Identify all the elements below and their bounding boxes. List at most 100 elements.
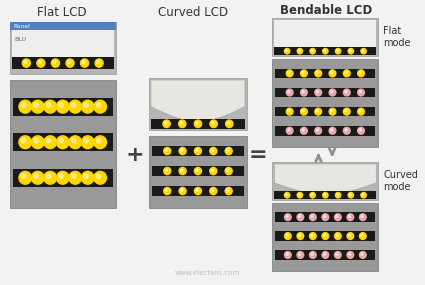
Circle shape — [286, 253, 288, 255]
Circle shape — [69, 171, 82, 184]
Circle shape — [348, 215, 351, 217]
Circle shape — [309, 252, 316, 258]
Circle shape — [286, 70, 293, 77]
Circle shape — [22, 139, 26, 143]
Circle shape — [96, 174, 101, 178]
Circle shape — [164, 147, 171, 154]
Circle shape — [297, 192, 303, 198]
Text: Curved
mode: Curved mode — [383, 170, 418, 192]
Circle shape — [284, 192, 290, 198]
Bar — [272, 203, 378, 271]
Bar — [275, 212, 375, 222]
Circle shape — [179, 147, 186, 154]
Bar — [275, 20, 376, 47]
Circle shape — [309, 214, 316, 221]
Circle shape — [315, 127, 322, 134]
Circle shape — [82, 100, 94, 113]
Circle shape — [316, 129, 319, 131]
Circle shape — [57, 171, 69, 184]
Circle shape — [359, 129, 361, 131]
Circle shape — [316, 109, 319, 112]
Circle shape — [358, 70, 364, 77]
Bar — [152, 186, 244, 196]
Bar — [12, 30, 113, 57]
Circle shape — [322, 214, 329, 221]
Circle shape — [31, 100, 44, 113]
Bar — [10, 22, 116, 30]
Circle shape — [348, 48, 354, 54]
Circle shape — [194, 147, 201, 154]
Bar — [151, 119, 245, 129]
Circle shape — [316, 71, 319, 74]
Circle shape — [227, 149, 229, 151]
Circle shape — [334, 233, 341, 239]
Circle shape — [349, 50, 351, 51]
Circle shape — [336, 215, 338, 217]
Circle shape — [225, 147, 232, 154]
Circle shape — [343, 70, 350, 77]
Circle shape — [165, 149, 167, 151]
Circle shape — [311, 215, 313, 217]
Circle shape — [179, 188, 186, 195]
Circle shape — [80, 59, 88, 67]
Circle shape — [300, 89, 307, 96]
Circle shape — [360, 233, 366, 239]
Circle shape — [34, 139, 38, 143]
Circle shape — [94, 100, 107, 113]
Circle shape — [165, 169, 167, 171]
Circle shape — [362, 50, 364, 51]
Circle shape — [181, 149, 183, 151]
Circle shape — [71, 139, 76, 143]
Circle shape — [181, 169, 183, 171]
Circle shape — [302, 129, 304, 131]
Circle shape — [165, 189, 167, 191]
Circle shape — [347, 214, 354, 221]
Circle shape — [361, 48, 366, 54]
Circle shape — [59, 103, 63, 107]
Circle shape — [323, 48, 328, 54]
Circle shape — [181, 189, 183, 191]
Circle shape — [46, 174, 51, 178]
Circle shape — [335, 48, 341, 54]
Circle shape — [194, 120, 201, 128]
Circle shape — [310, 48, 315, 54]
Circle shape — [329, 108, 336, 115]
Circle shape — [82, 136, 94, 148]
Circle shape — [298, 253, 300, 255]
Circle shape — [94, 171, 107, 184]
Circle shape — [337, 50, 338, 51]
Circle shape — [96, 103, 101, 107]
Circle shape — [286, 215, 288, 217]
Circle shape — [300, 108, 307, 115]
Circle shape — [345, 71, 347, 74]
Circle shape — [38, 61, 41, 64]
Circle shape — [300, 70, 307, 77]
Circle shape — [96, 139, 101, 143]
Bar — [275, 88, 375, 97]
Circle shape — [361, 215, 363, 217]
Circle shape — [302, 90, 304, 93]
Circle shape — [288, 109, 290, 112]
Circle shape — [211, 122, 214, 124]
Bar — [10, 22, 116, 74]
Circle shape — [286, 108, 293, 115]
Circle shape — [315, 108, 322, 115]
Circle shape — [84, 139, 88, 143]
Bar — [272, 162, 378, 200]
Circle shape — [298, 50, 300, 51]
Circle shape — [71, 103, 76, 107]
Circle shape — [196, 169, 198, 171]
Circle shape — [22, 174, 26, 178]
Circle shape — [24, 61, 27, 64]
Circle shape — [210, 167, 217, 175]
Circle shape — [19, 171, 31, 184]
Circle shape — [343, 108, 350, 115]
Bar — [275, 231, 375, 241]
Circle shape — [46, 139, 51, 143]
Circle shape — [95, 59, 103, 67]
Circle shape — [348, 234, 351, 236]
Bar — [275, 69, 375, 78]
Circle shape — [163, 120, 170, 128]
Circle shape — [225, 188, 232, 195]
Text: BLU: BLU — [15, 37, 27, 42]
